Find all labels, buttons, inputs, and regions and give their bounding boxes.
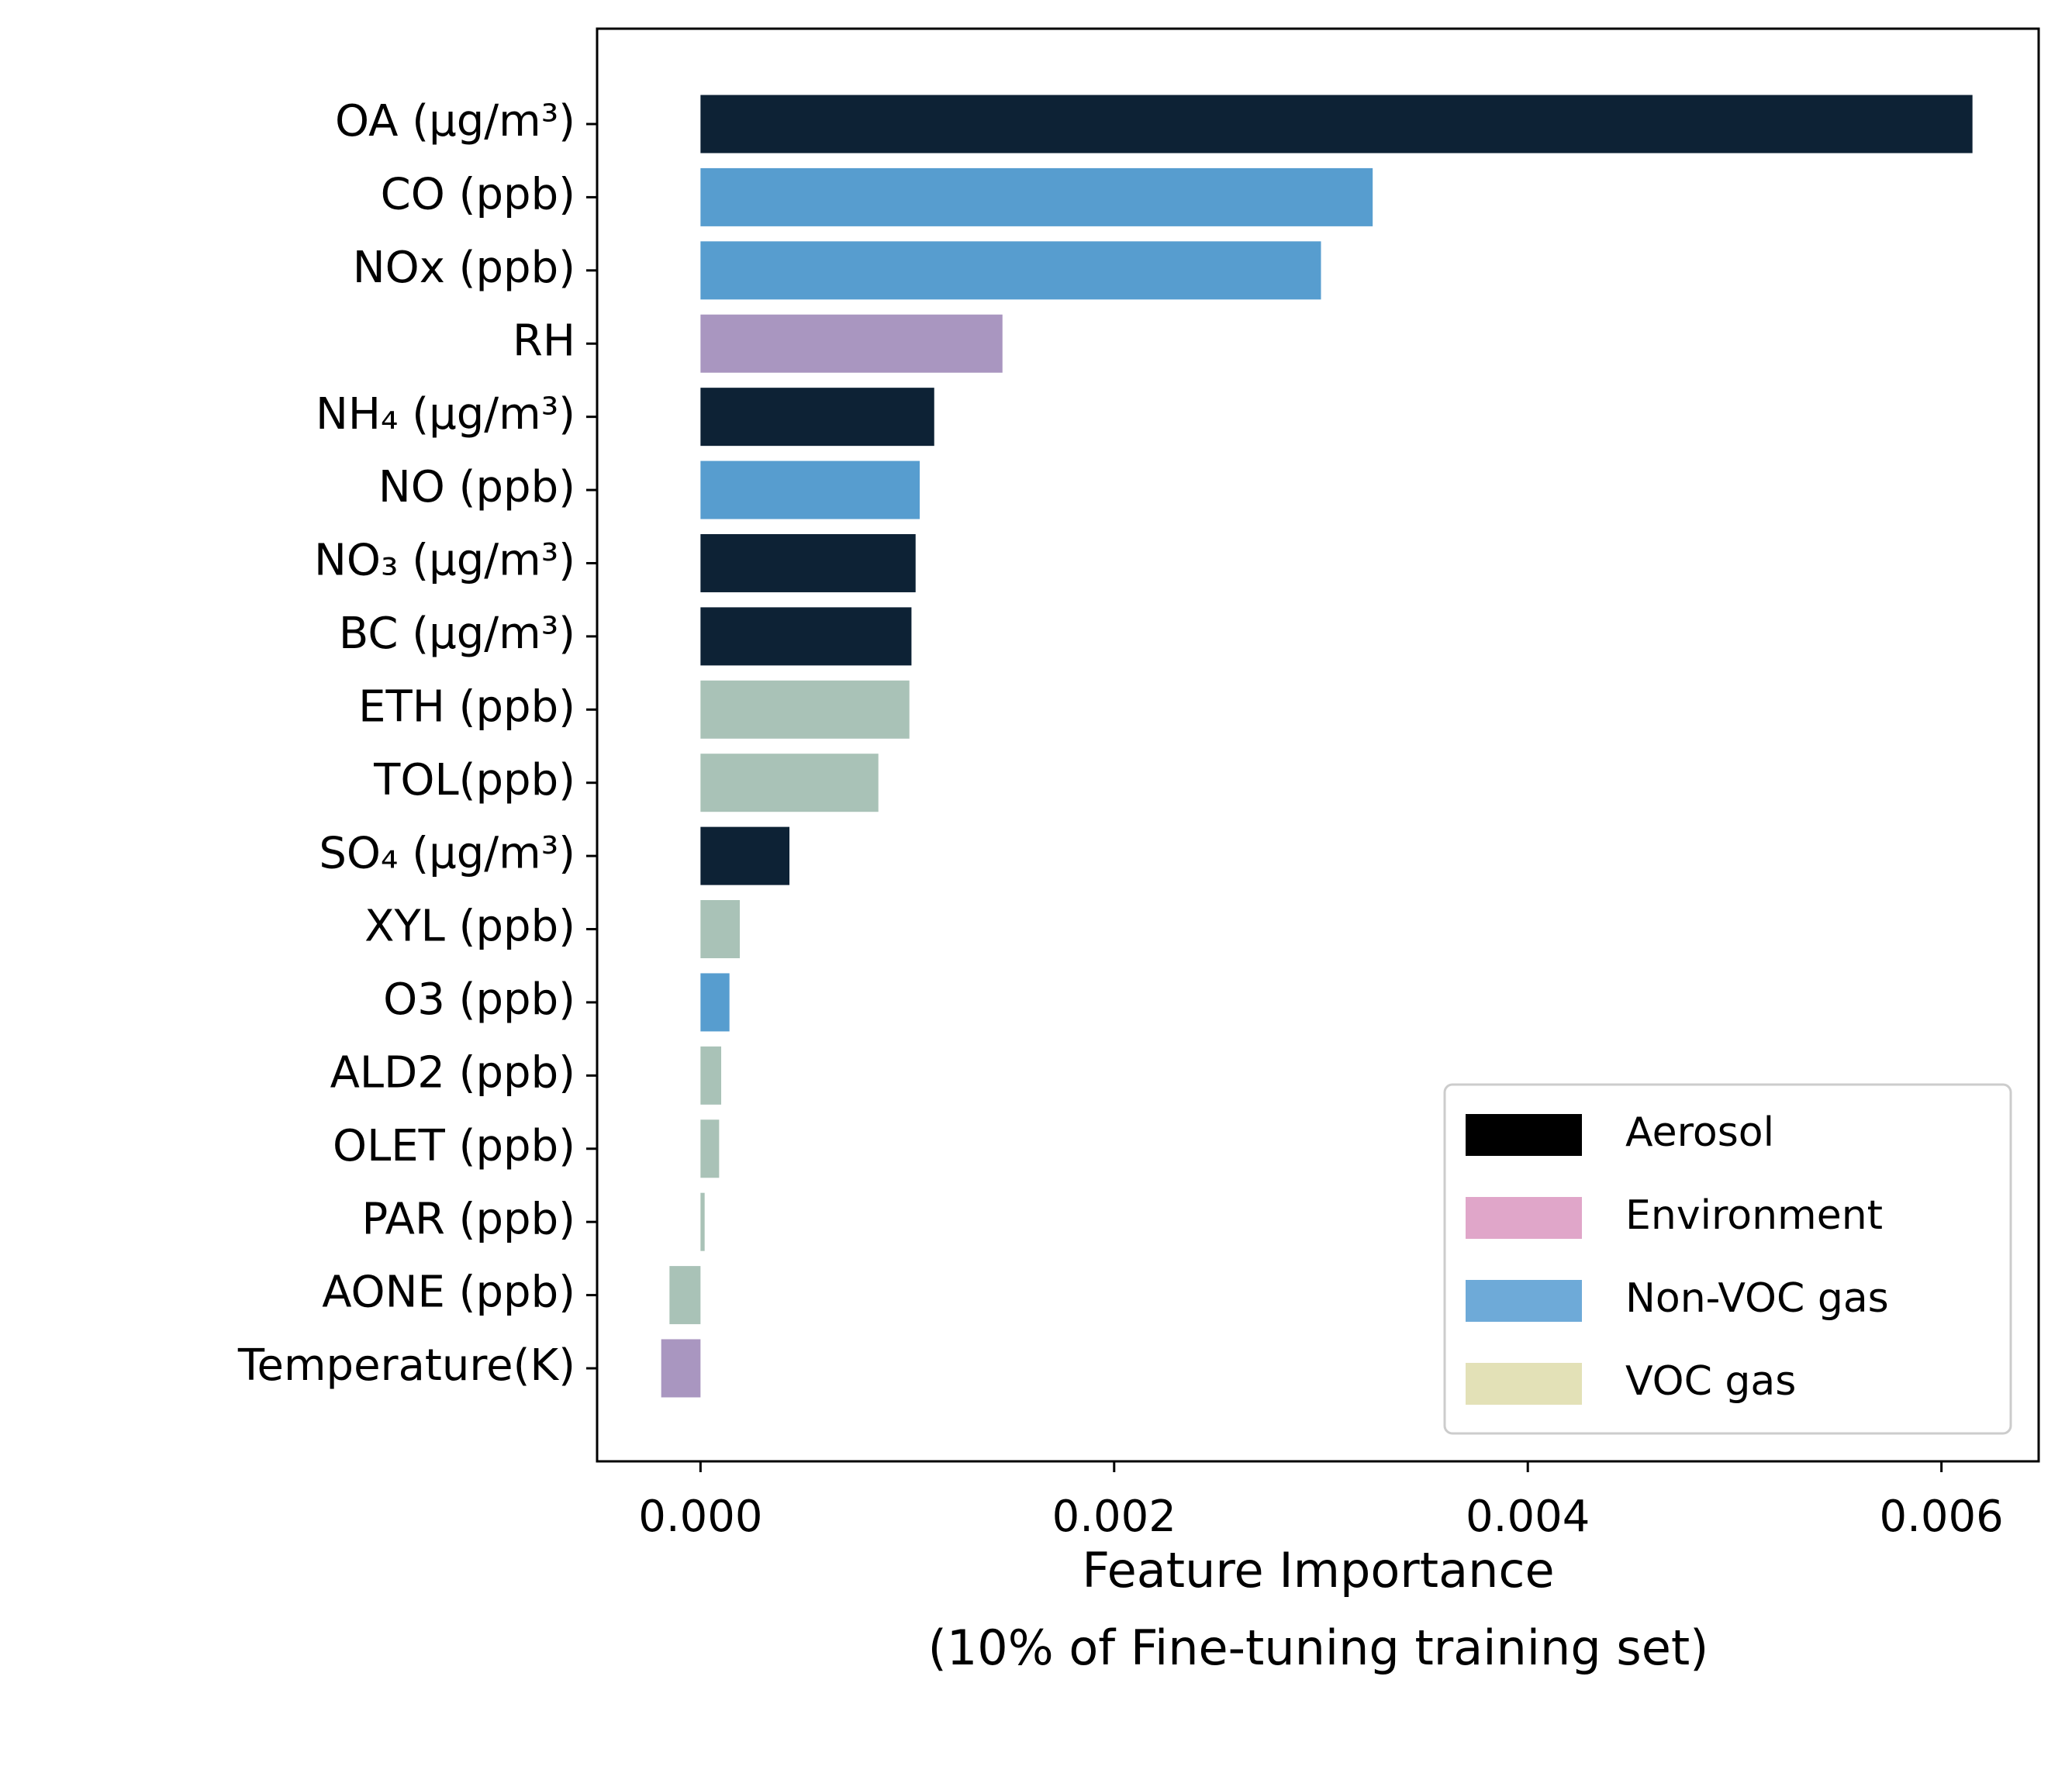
y-tick-label: Temperature(K) bbox=[237, 1340, 575, 1391]
legend-label: VOC gas bbox=[1625, 1358, 1796, 1405]
bar bbox=[700, 680, 910, 739]
y-tick-label: TOL(ppb) bbox=[373, 755, 575, 805]
bar bbox=[700, 754, 879, 812]
bar bbox=[661, 1339, 701, 1398]
y-tick-label: OA (μg/m³) bbox=[335, 96, 575, 147]
plot-frame bbox=[596, 27, 2040, 1463]
legend-label: Non-VOC gas bbox=[1625, 1275, 1889, 1322]
legend-box bbox=[1443, 1083, 2012, 1435]
y-tick-label: NOx (ppb) bbox=[353, 243, 575, 293]
y-tick-label: XYL (ppb) bbox=[364, 902, 575, 952]
y-tick-label: SO₄ (μg/m³) bbox=[319, 828, 575, 878]
x-tick-label: 0.006 bbox=[1879, 1492, 2003, 1542]
bar bbox=[700, 1192, 705, 1251]
y-tick-label: O3 (ppb) bbox=[383, 974, 575, 1025]
bar bbox=[700, 314, 1003, 373]
bar bbox=[669, 1266, 701, 1325]
x-axis-label: (10% of Fine-tuning training set) bbox=[928, 1619, 1709, 1676]
y-tick-label: NH₄ (μg/m³) bbox=[316, 389, 575, 440]
bar bbox=[700, 388, 934, 447]
y-tick-label: RH bbox=[513, 316, 575, 366]
legend-swatch bbox=[1466, 1197, 1582, 1239]
bar bbox=[700, 167, 1373, 226]
y-tick-label: PAR (ppb) bbox=[361, 1194, 575, 1244]
y-tick-label: CO (ppb) bbox=[381, 170, 575, 220]
legend-swatch bbox=[1466, 1280, 1582, 1322]
y-tick-label: OLET (ppb) bbox=[333, 1121, 575, 1171]
y-tick-label: ALD2 (ppb) bbox=[330, 1047, 575, 1098]
bar bbox=[700, 1046, 722, 1105]
bar bbox=[700, 533, 916, 592]
y-tick-label: BC (μg/m³) bbox=[339, 609, 575, 659]
bar bbox=[700, 607, 912, 666]
y-tick-label: ETH (ppb) bbox=[358, 681, 575, 732]
x-tick-label: 0.002 bbox=[1052, 1492, 1176, 1542]
bar bbox=[700, 95, 1973, 153]
legend-label: Environment bbox=[1625, 1192, 1883, 1239]
legend-label: Aerosol bbox=[1625, 1109, 1774, 1156]
bar bbox=[700, 900, 741, 959]
bar bbox=[700, 826, 790, 885]
x-tick-label: 0.004 bbox=[1466, 1492, 1590, 1542]
y-tick-label: NO₃ (μg/m³) bbox=[314, 536, 575, 586]
legend-swatch bbox=[1466, 1114, 1582, 1156]
bar bbox=[700, 1119, 720, 1178]
x-tick-label: 0.000 bbox=[638, 1492, 762, 1542]
y-tick-label: NO (ppb) bbox=[378, 462, 575, 512]
x-axis-label: Feature Importance bbox=[1082, 1542, 1554, 1599]
y-tick-label: AONE (ppb) bbox=[322, 1268, 575, 1318]
bar bbox=[700, 973, 730, 1032]
bar bbox=[700, 241, 1321, 300]
bar bbox=[700, 460, 920, 519]
legend-swatch bbox=[1466, 1363, 1582, 1405]
